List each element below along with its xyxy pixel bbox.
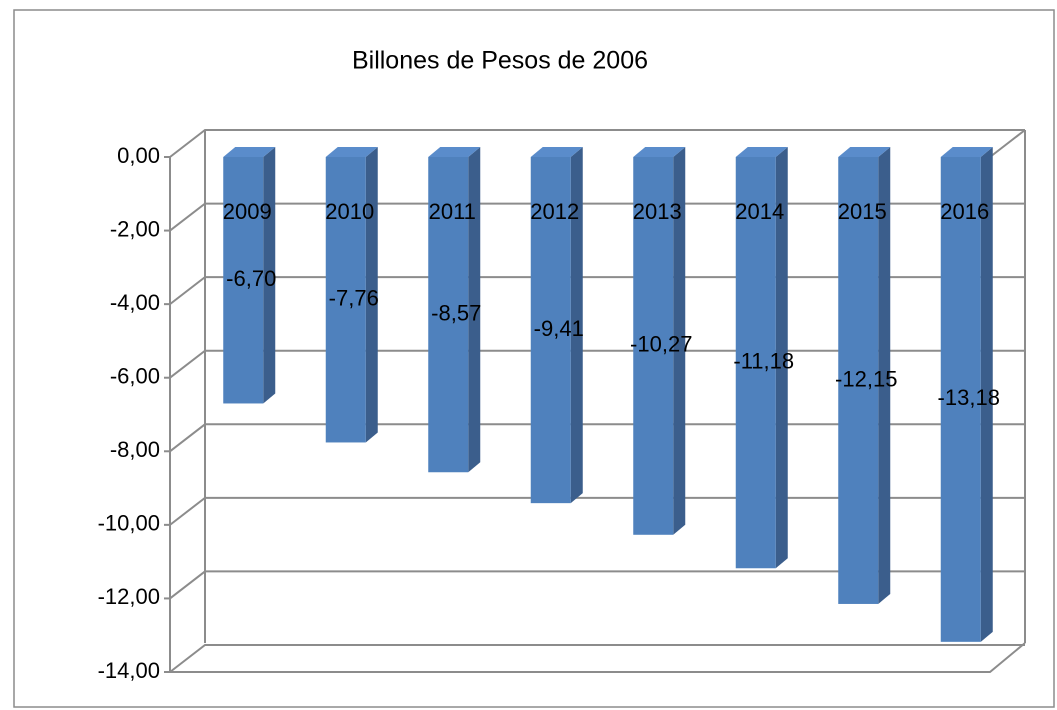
bar [223, 157, 264, 404]
grid-line [169, 570, 1025, 600]
bar-top [735, 147, 788, 157]
value-label: -9,41 [534, 316, 584, 341]
x-tick-label: 2011 [429, 199, 476, 224]
value-label: -13,18 [938, 385, 1000, 410]
bar-side [673, 147, 686, 535]
value-label: -10,27 [630, 332, 692, 357]
y-tick-label: -12,00 [98, 584, 160, 609]
chart-title: Billones de Pesos de 2006 [352, 47, 648, 75]
bar-side [775, 147, 788, 569]
bar [838, 157, 879, 604]
bar [530, 157, 571, 504]
y-tick-label: -8,00 [110, 437, 160, 462]
bar-top [530, 147, 583, 157]
bar-top [223, 147, 276, 157]
grid-line [169, 129, 1025, 158]
bar [940, 157, 981, 642]
x-tick-label: 2014 [735, 199, 784, 224]
side-wall-edge [989, 129, 1026, 643]
bar-side [570, 147, 583, 504]
bar-top [940, 147, 993, 157]
bar-top [325, 147, 378, 157]
x-tick-label: 2013 [633, 199, 682, 224]
grid-line [169, 644, 1025, 673]
bar-side [980, 147, 993, 642]
y-tick-label: -2,00 [110, 216, 160, 241]
value-label: -6,70 [226, 266, 276, 291]
y-tick-label: -14,00 [98, 658, 160, 683]
bar [428, 157, 469, 473]
floor-edge [170, 642, 1026, 673]
x-tick-label: 2015 [838, 199, 887, 224]
value-label: -12,15 [835, 366, 897, 391]
x-tick-label: 2010 [325, 199, 374, 224]
y-tick-label: -10,00 [98, 511, 160, 536]
y-tick-label: -6,00 [110, 364, 160, 389]
value-label: -7,76 [329, 286, 379, 311]
bar-top [633, 147, 686, 157]
bar-side [263, 147, 276, 404]
bar-side [468, 147, 481, 473]
x-tick-label: 2012 [530, 199, 579, 224]
bar-top [838, 147, 891, 157]
value-label: -8,57 [431, 300, 481, 325]
y-tick-label: -4,00 [110, 290, 160, 315]
bar-top [428, 147, 481, 157]
bar [325, 157, 366, 443]
x-tick-label: 2009 [223, 199, 272, 224]
bar [633, 157, 674, 535]
x-tick-label: 2016 [940, 199, 989, 224]
y-tick-label: 0,00 [117, 143, 160, 168]
value-label: -11,18 [733, 348, 794, 373]
bar-side [878, 147, 891, 604]
bar-side [365, 147, 378, 443]
bar [735, 157, 776, 569]
